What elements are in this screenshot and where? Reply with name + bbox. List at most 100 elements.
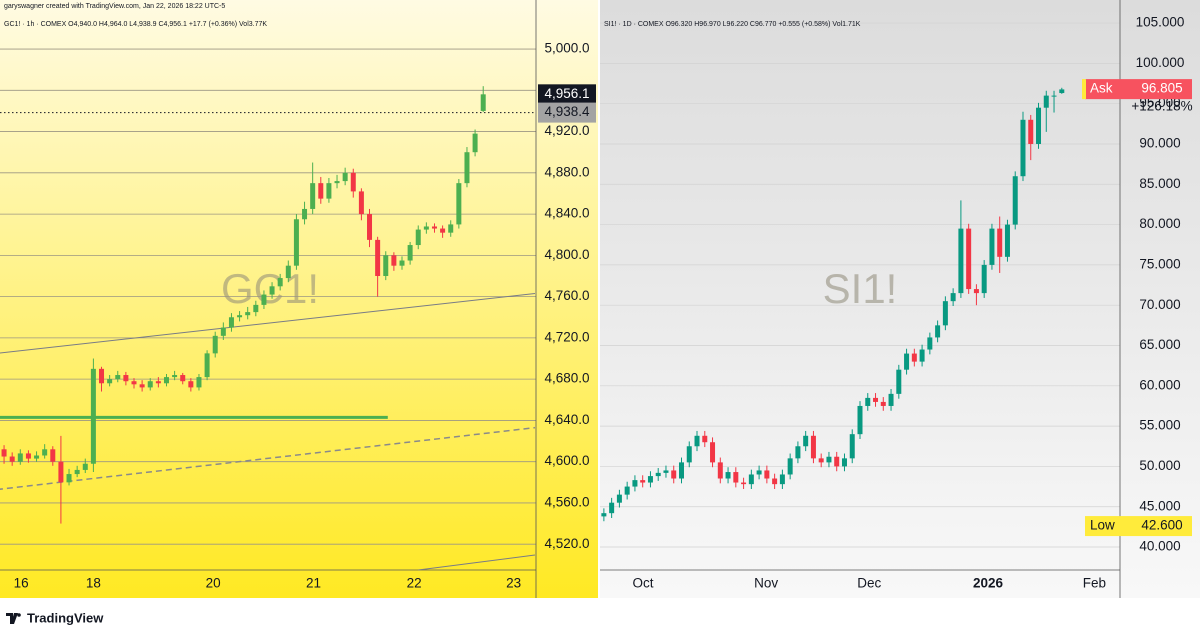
trend-line	[0, 293, 536, 354]
candle-body	[407, 245, 413, 261]
candle-body	[601, 513, 607, 517]
candle-body	[981, 264, 987, 294]
candle-body	[342, 172, 348, 182]
candle-body	[1028, 119, 1034, 144]
y-tick-label: 105.000	[1136, 15, 1185, 30]
candle-body	[318, 183, 324, 199]
candle-body	[764, 470, 770, 479]
candle-body	[139, 384, 145, 388]
candle-body	[671, 470, 677, 479]
x-tick-label: Oct	[632, 576, 653, 591]
x-tick-label: Feb	[1083, 576, 1106, 591]
y-tick-label: 4,760.0	[544, 288, 589, 303]
y-tick-label: 55.000	[1139, 418, 1180, 433]
candle-body	[66, 474, 72, 483]
candle-body	[888, 393, 894, 406]
x-tick-label: 2026	[973, 576, 1004, 591]
x-tick-label: Nov	[754, 576, 778, 591]
candle-body	[841, 458, 847, 467]
candle-body	[212, 335, 218, 354]
price-change: +126.18%	[1131, 99, 1192, 114]
candle-body	[818, 458, 824, 463]
candle-body	[50, 449, 56, 462]
y-tick-label: 4,720.0	[544, 329, 589, 344]
y-tick-label: 4,680.0	[544, 371, 589, 386]
y-tick-label: 70.000	[1139, 297, 1180, 312]
x-tick-label: 16	[14, 576, 29, 591]
candle-body	[997, 228, 1003, 257]
candle-body	[857, 405, 863, 435]
candle-body	[358, 191, 364, 215]
x-tick-label: 23	[506, 576, 521, 591]
candle-body	[911, 353, 917, 362]
y-tick-label: 4,880.0	[544, 164, 589, 179]
candle-body	[9, 456, 15, 462]
candle-body	[779, 474, 785, 485]
candle-body	[1, 449, 7, 457]
candle-body	[326, 183, 332, 199]
candle-body	[245, 312, 251, 316]
candle-body	[873, 397, 879, 402]
y-tick-label: 4,920.0	[544, 123, 589, 138]
y-tick-label: 100.000	[1136, 55, 1185, 70]
candle-body	[456, 183, 462, 225]
candle-body	[415, 229, 421, 246]
y-tick-label: 40.000	[1139, 539, 1180, 554]
price-tag-value: 42.600	[1141, 518, 1182, 533]
y-tick-label: 65.000	[1139, 337, 1180, 352]
y-tick-label: 85.000	[1139, 176, 1180, 191]
candle-body	[261, 294, 267, 305]
candle-body	[973, 289, 979, 294]
candle-body	[188, 381, 194, 388]
candle-body	[285, 265, 291, 279]
candle-body	[795, 446, 801, 459]
candle-body	[787, 458, 793, 475]
y-tick-label: 50.000	[1139, 458, 1180, 473]
x-tick-label: 20	[206, 576, 221, 591]
price-tag-value: 4,938.4	[544, 104, 590, 119]
candle-body	[277, 278, 283, 287]
price-tag	[538, 102, 596, 123]
candle-body	[82, 463, 88, 470]
candle-body	[710, 442, 716, 463]
candle-body	[399, 260, 405, 266]
candle-body	[655, 472, 661, 477]
candle-body	[772, 478, 778, 485]
candle-body	[919, 349, 925, 362]
y-tick-label: 60.000	[1139, 377, 1180, 392]
candle-body	[624, 486, 630, 495]
y-tick-label: 4,640.0	[544, 412, 589, 427]
candle-body	[350, 172, 356, 192]
candle-body	[849, 434, 855, 459]
candle-body	[99, 368, 105, 384]
price-tag-name: Ask	[1090, 81, 1113, 96]
candle-body	[958, 228, 964, 294]
candle-body	[834, 456, 840, 467]
brand: TradingView	[27, 610, 104, 625]
candle-body	[966, 228, 972, 290]
candle-body	[423, 226, 429, 230]
price-tag-name: Low	[1090, 518, 1115, 533]
x-tick-label: 18	[86, 576, 101, 591]
candle-body	[1051, 95, 1057, 97]
x-tick-label: 21	[306, 576, 321, 591]
candle-body	[375, 239, 381, 276]
chart-header: GC1! · 1h · COMEX O4,940.0 H4,964.0 L4,9…	[4, 21, 267, 28]
candle-body	[196, 377, 202, 388]
candle-body	[42, 449, 48, 456]
candle-body	[896, 369, 902, 394]
candle-body	[472, 133, 478, 153]
candle-body	[90, 368, 96, 464]
candle-body	[733, 472, 739, 483]
candle-body	[725, 472, 731, 479]
candle-body	[640, 480, 646, 483]
y-tick-label: 4,600.0	[544, 453, 589, 468]
candle-body	[131, 381, 137, 385]
candle-body	[989, 228, 995, 265]
candle-body	[880, 401, 886, 406]
candle-body	[748, 474, 754, 485]
watermark: SI1!	[823, 265, 898, 312]
candle-body	[702, 435, 708, 443]
candle-body	[74, 469, 80, 475]
